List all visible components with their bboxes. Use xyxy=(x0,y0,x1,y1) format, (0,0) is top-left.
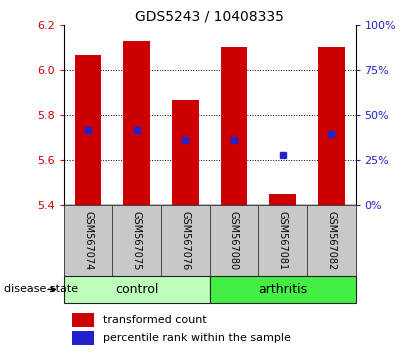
Text: GSM567082: GSM567082 xyxy=(326,211,336,270)
Text: control: control xyxy=(115,283,158,296)
Bar xyxy=(172,101,199,205)
Title: GDS5243 / 10408335: GDS5243 / 10408335 xyxy=(135,10,284,24)
Text: percentile rank within the sample: percentile rank within the sample xyxy=(103,333,291,343)
Bar xyxy=(258,205,307,276)
Bar xyxy=(307,205,356,276)
Bar xyxy=(112,205,161,276)
Bar xyxy=(75,55,102,205)
Bar xyxy=(221,47,247,205)
Text: GSM567076: GSM567076 xyxy=(180,211,190,270)
Text: GSM567074: GSM567074 xyxy=(83,211,93,270)
Text: arthritis: arthritis xyxy=(258,283,307,296)
Text: transformed count: transformed count xyxy=(103,315,206,325)
Bar xyxy=(269,194,296,205)
Bar xyxy=(64,276,210,303)
Bar xyxy=(161,205,210,276)
Bar xyxy=(123,41,150,205)
Text: GSM567080: GSM567080 xyxy=(229,211,239,270)
Bar xyxy=(318,47,344,205)
Bar xyxy=(210,205,258,276)
Bar xyxy=(210,276,356,303)
Bar xyxy=(72,331,94,345)
Text: GSM567075: GSM567075 xyxy=(132,211,142,270)
Bar xyxy=(64,205,112,276)
Text: disease state: disease state xyxy=(4,284,78,295)
Bar xyxy=(72,313,94,327)
Text: GSM567081: GSM567081 xyxy=(277,211,288,270)
